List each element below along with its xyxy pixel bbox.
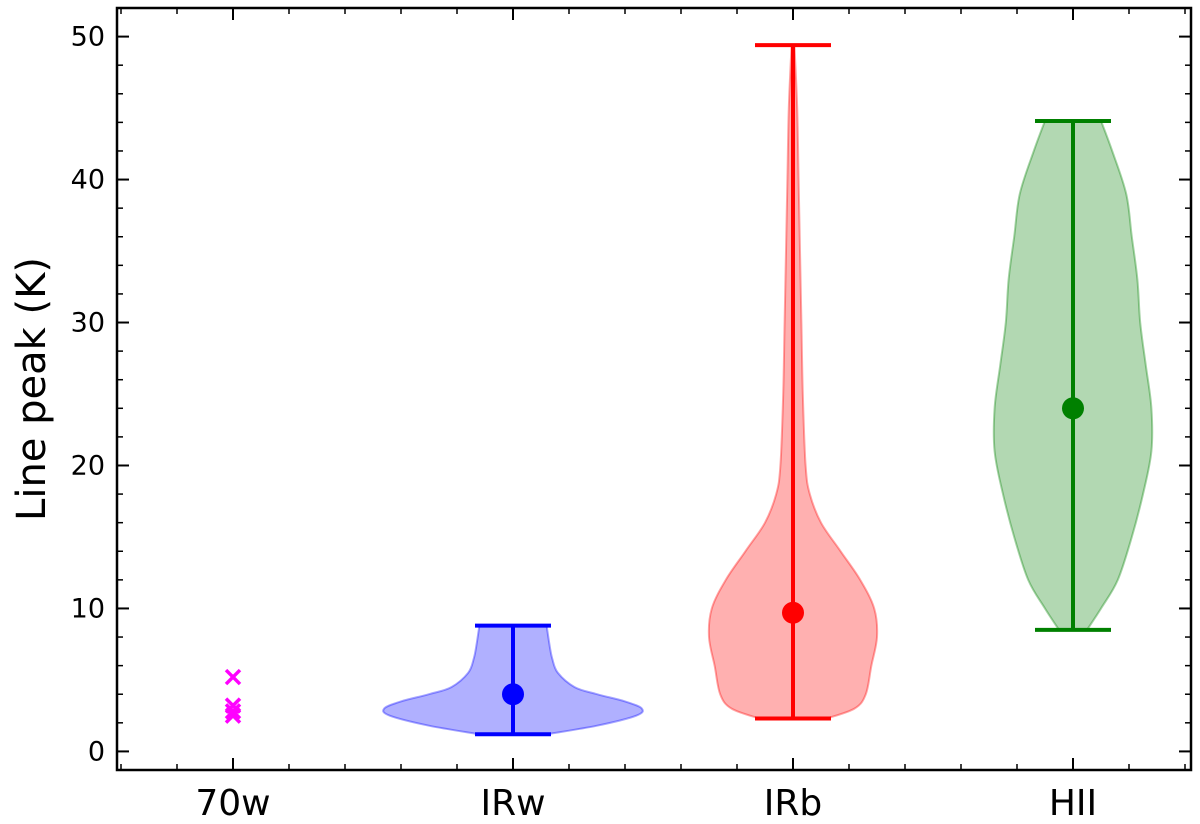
median-marker-hii [1062,397,1084,420]
median-marker-irw [502,683,524,706]
x-tick-label: HII [1049,783,1097,824]
chart-ticks: 0 10 20 30 40 50 70w IRw IRb HII [71,8,1191,824]
median-marker-irb [782,601,804,624]
point-marker-70w [224,707,242,724]
y-tick-label: 20 [71,450,105,481]
y-tick-label: 40 [71,165,105,196]
point-marker-70w [224,703,242,720]
plot-frame [115,6,1193,772]
y-tick-label: 30 [71,308,105,339]
chart-axes [115,6,1193,772]
y-axis-label: Line peak (K) [9,257,55,521]
y-tick-label: 50 [71,22,105,53]
point-marker-70w [224,668,242,686]
x-tick-label: 70w [195,783,270,824]
chart-marks [224,43,1154,737]
y-tick-label: 10 [71,593,105,624]
x-tick-label: IRw [480,783,545,824]
x-tick-label: IRb [764,783,822,824]
y-tick-label: 0 [88,736,105,767]
